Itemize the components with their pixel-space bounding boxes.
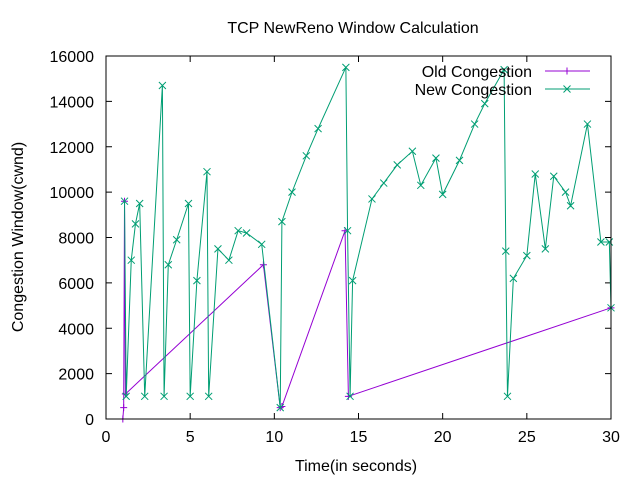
data-point [379, 179, 388, 187]
x-tick-label: 5 [186, 429, 195, 446]
data-point [120, 197, 129, 206]
data-point [368, 195, 376, 203]
data-point [343, 226, 352, 235]
data-point [346, 392, 354, 401]
data-point [503, 392, 512, 401]
x-tick-label: 25 [518, 429, 536, 446]
data-point [563, 85, 571, 93]
series-line [124, 67, 612, 408]
y-tick-label: 12000 [50, 140, 95, 157]
y-tick-label: 2000 [58, 367, 94, 384]
y-tick-label: 6000 [58, 276, 94, 293]
x-tick-label: 10 [265, 429, 283, 446]
data-point [597, 238, 605, 246]
data-point [509, 274, 518, 283]
data-point [214, 244, 222, 253]
plot-border [105, 55, 612, 420]
data-point [531, 170, 540, 178]
y-tick-label: 10000 [50, 185, 95, 202]
data-point [186, 392, 195, 401]
data-point [416, 181, 425, 190]
series-0 [119, 197, 615, 423]
data-point [122, 392, 131, 401]
data-point [393, 161, 402, 169]
data-point [160, 392, 168, 401]
data-point [242, 229, 251, 237]
data-point [276, 403, 285, 412]
data-point [314, 124, 322, 133]
plot-area [119, 63, 615, 423]
data-point [500, 65, 508, 74]
tick-marks [105, 55, 612, 420]
data-point [480, 99, 489, 108]
data-point [184, 199, 193, 208]
data-point [193, 276, 201, 285]
x-tick-label: 30 [602, 429, 620, 446]
series-line [122, 201, 612, 420]
x-tick-label: 15 [350, 429, 368, 446]
data-point [234, 226, 242, 235]
data-point [344, 392, 352, 400]
x-axis-label: Time(in seconds) [295, 458, 417, 475]
data-point [408, 147, 417, 156]
data-point [302, 151, 311, 160]
data-point [455, 156, 464, 165]
chart-title: TCP NewReno Window Calculation [227, 20, 478, 37]
y-tick-label: 4000 [58, 321, 94, 338]
legend-label: New Congestion [415, 82, 532, 99]
data-point [135, 199, 144, 208]
data-point [549, 172, 558, 181]
data-point [158, 81, 167, 90]
data-point [257, 240, 266, 249]
data-point [561, 188, 570, 196]
data-point [605, 238, 614, 246]
y-tick-label: 0 [85, 412, 94, 429]
data-point [127, 256, 136, 265]
y-axis-label: Congestion Window(cwnd) [10, 142, 27, 332]
data-point [164, 260, 173, 269]
x-tick-label: 20 [434, 429, 452, 446]
data-point [583, 120, 592, 128]
data-point [342, 63, 350, 72]
data-point [204, 392, 213, 401]
data-point [501, 247, 510, 255]
legend-label: Old Congestion [422, 64, 532, 81]
data-point [470, 120, 479, 128]
y-tick-label: 14000 [50, 94, 95, 111]
data-point [278, 217, 286, 226]
y-tick-label: 8000 [58, 231, 94, 248]
data-point [203, 167, 211, 176]
y-tick-label: 16000 [50, 49, 95, 66]
tick-labels: 0 5 10 15 20 25 30 0 2000 4000 6000 8000 10000 12000 1… [50, 49, 621, 446]
data-point [225, 256, 233, 265]
data-point [522, 251, 531, 260]
data-point [288, 188, 296, 196]
data-point [566, 201, 575, 210]
data-point [120, 404, 128, 412]
data-point [348, 276, 357, 285]
data-point [121, 390, 129, 398]
data-point [140, 392, 149, 401]
data-point [438, 190, 447, 199]
data-point [541, 244, 550, 253]
series-1 [120, 63, 615, 412]
data-point [432, 154, 440, 162]
x-tick-label: 0 [102, 429, 111, 446]
data-point [131, 220, 140, 228]
data-point [172, 235, 181, 244]
data-point [563, 67, 571, 75]
